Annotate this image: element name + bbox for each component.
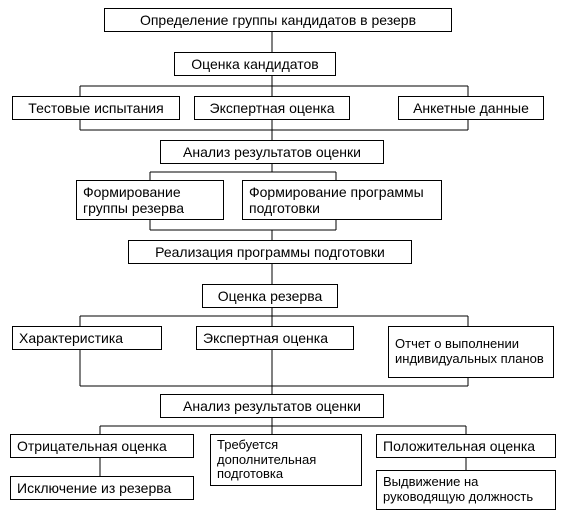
node-label: Реализация программы подготовки: [135, 244, 405, 260]
node-label: Отчет о выполнении индивидуальных планов: [395, 337, 547, 367]
flowchart-node: Оценка резерва: [202, 284, 338, 308]
node-label: Формирование программы подготовки: [249, 184, 435, 216]
flowchart-node: Выдвижение на руководящую должность: [376, 470, 556, 510]
node-label: Характеристика: [19, 330, 155, 346]
flowchart-node: Формирование группы резерва: [76, 180, 224, 220]
flowchart-node: Анализ результатов оценки: [160, 394, 384, 418]
node-label: Экспертная оценка: [201, 100, 343, 116]
node-label: Анализ результатов оценки: [167, 398, 377, 414]
node-label: Выдвижение на руководящую должность: [383, 475, 549, 505]
flowchart-node: Тестовые испытания: [12, 96, 180, 120]
node-label: Отрицательная оценка: [17, 438, 187, 454]
flowchart-canvas: Определение группы кандидатов в резерв Оц…: [0, 0, 565, 519]
flowchart-node: Положительная оценка: [376, 434, 556, 458]
node-label: Анализ результатов оценки: [167, 144, 377, 160]
flowchart-node: Анализ результатов оценки: [160, 140, 384, 164]
flowchart-node: Требуется дополнительная подготовка: [210, 434, 362, 486]
flowchart-node: Формирование программы подготовки: [242, 180, 442, 220]
flowchart-node: Характеристика: [12, 326, 162, 350]
flowchart-node: Отрицательная оценка: [10, 434, 194, 458]
node-label: Оценка резерва: [209, 288, 331, 304]
flowchart-node: Определение группы кандидатов в резерв: [104, 8, 452, 32]
node-label: Положительная оценка: [383, 438, 549, 454]
node-label: Анкетные данные: [405, 100, 537, 116]
flowchart-node: Экспертная оценка: [196, 326, 354, 350]
flowchart-node: Экспертная оценка: [194, 96, 350, 120]
flowchart-node: Отчет о выполнении индивидуальных планов: [388, 326, 554, 378]
flowchart-node: Реализация программы подготовки: [128, 240, 412, 264]
flowchart-node: Исключение из резерва: [10, 476, 194, 500]
node-label: Исключение из резерва: [17, 480, 187, 496]
node-label: Требуется дополнительная подготовка: [217, 438, 355, 483]
node-label: Тестовые испытания: [19, 100, 173, 116]
node-label: Формирование группы резерва: [83, 184, 217, 216]
flowchart-node: Оценка кандидатов: [174, 52, 336, 76]
node-label: Оценка кандидатов: [181, 56, 329, 72]
node-label: Определение группы кандидатов в резерв: [111, 12, 445, 28]
flowchart-node: Анкетные данные: [398, 96, 544, 120]
node-label: Экспертная оценка: [203, 330, 347, 346]
